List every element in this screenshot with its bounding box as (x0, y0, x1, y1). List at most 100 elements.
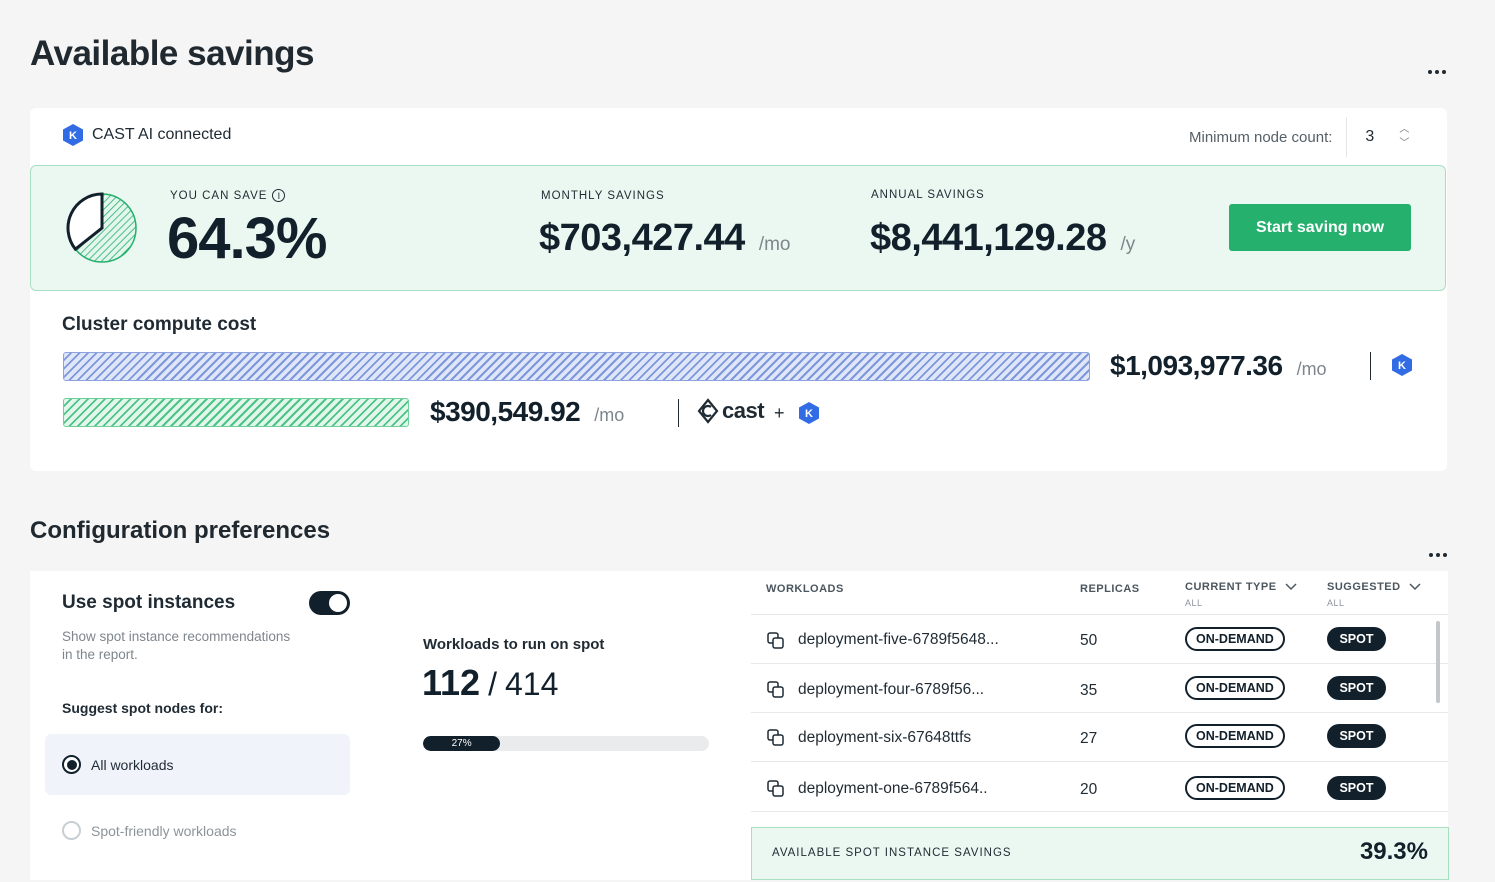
cast-logo: cast (697, 398, 765, 424)
spot-title: Use spot instances (62, 592, 236, 613)
table-row[interactable]: deployment-one-6789f564.. 20 ON-DEMAND S… (751, 761, 1448, 811)
suggested-type-badge: SPOT (1327, 724, 1386, 748)
svg-text:K: K (1398, 360, 1406, 372)
chevron-down-icon[interactable]: ﹀ (1399, 138, 1410, 149)
chevron-down-icon[interactable] (1409, 583, 1421, 591)
start-saving-button[interactable]: Start saving now (1229, 204, 1411, 251)
page-title: Available savings (30, 34, 314, 73)
kubernetes-icon: K (1391, 353, 1413, 377)
savings-percent: 64.3% (167, 206, 327, 271)
current-cost: $1,093,977.36 /mo (1110, 350, 1327, 382)
workloads-on-spot-label: Workloads to run on spot (423, 636, 605, 653)
option-spot-friendly[interactable]: Spot-friendly workloads (62, 821, 237, 840)
replica-count: 27 (1080, 730, 1098, 747)
you-can-save-label: YOU CAN SAVE i (170, 189, 286, 202)
workload-name: deployment-four-6789f56... (798, 681, 985, 698)
workload-name: deployment-five-6789f5648... (798, 631, 999, 648)
plus-sign: + (774, 403, 785, 423)
kubernetes-icon: K (798, 401, 820, 425)
min-node-input[interactable]: 3 (1365, 128, 1375, 145)
option-label: All workloads (91, 756, 174, 773)
copy-icon[interactable] (767, 681, 785, 699)
annual-unit: /y (1120, 234, 1136, 255)
monthly-savings: $703,427.44 /mo (539, 217, 791, 260)
dot-icon (1429, 553, 1433, 557)
optimized-cost-bar (63, 398, 409, 427)
col-suggested-label: SUGGESTED (1327, 581, 1401, 593)
suggest-label: Suggest spot nodes for: (62, 700, 223, 716)
workloads-count: 112 / 414 (422, 662, 558, 704)
workload-name: deployment-six-67648ttfs (798, 729, 972, 746)
spot-progress-bar: 27% (423, 736, 709, 751)
table-row[interactable]: deployment-six-67648ttfs 27 ON-DEMAND SP… (751, 712, 1448, 761)
more-options-button[interactable] (1425, 545, 1451, 565)
optimized-cost: $390,549.92 /mo (430, 396, 624, 428)
replica-count: 20 (1080, 781, 1098, 798)
col-current-type-label: CURRENT TYPE (1185, 581, 1277, 593)
min-node-count: Minimum node count: 3 ︿ ﹀ (1189, 117, 1409, 157)
progress-fill: 27% (423, 736, 501, 751)
option-label: Spot-friendly workloads (91, 822, 237, 839)
chevron-up-icon[interactable]: ︿ (1399, 124, 1410, 135)
radio-selected[interactable] (62, 755, 81, 774)
connection-status: K CAST AI connected (62, 123, 231, 147)
copy-icon[interactable] (767, 780, 785, 798)
workloads-on-spot-panel (366, 571, 751, 880)
current-cost-bar (63, 352, 1090, 381)
suggested-type-badge: SPOT (1327, 627, 1386, 651)
replica-count: 50 (1080, 632, 1098, 649)
table-scrollbar[interactable] (1436, 621, 1440, 703)
savings-banner (30, 165, 1446, 291)
col-replicas[interactable]: REPLICAS (1080, 583, 1140, 595)
copy-icon[interactable] (767, 632, 785, 650)
pie-cost-slice (66, 192, 104, 252)
cast-logo-text: cast (722, 398, 765, 423)
radio-unselected[interactable] (62, 821, 81, 840)
config-title: Configuration preferences (30, 517, 331, 544)
workloads-total: 414 (504, 666, 559, 702)
option-all-workloads[interactable]: All workloads (62, 755, 173, 774)
dot-icon (1435, 70, 1439, 74)
suggested-type-badge: SPOT (1327, 776, 1386, 800)
chevron-down-icon[interactable] (1285, 583, 1297, 591)
dot-icon (1428, 70, 1432, 74)
col-workloads: WORKLOADS (766, 583, 844, 595)
spot-savings-label: AVAILABLE SPOT INSTANCE SAVINGS (772, 847, 1012, 859)
col-suggested[interactable]: SUGGESTED (1327, 581, 1421, 593)
savings-pie-chart (66, 192, 137, 263)
monthly-savings-label: MONTHLY SAVINGS (541, 190, 665, 202)
divider (1370, 352, 1371, 380)
current-type-badge: ON-DEMAND (1185, 676, 1285, 700)
kubernetes-icon: K (62, 123, 84, 147)
divider (678, 399, 679, 427)
spot-savings-footer: AVAILABLE SPOT INSTANCE SAVINGS 39.3% (751, 827, 1449, 880)
current-type-badge: ON-DEMAND (1185, 724, 1285, 748)
annual-savings: $8,441,129.28 /y (870, 217, 1135, 260)
more-options-button[interactable] (1424, 62, 1450, 82)
col-suggested-filter: ALL (1327, 598, 1345, 608)
cast-logo-icon (697, 398, 719, 424)
table-row[interactable]: deployment-five-6789f5648... 50 ON-DEMAN… (751, 614, 1448, 663)
replica-count: 35 (1080, 682, 1098, 699)
table-row-partial (751, 811, 1448, 831)
dot-icon (1443, 553, 1447, 557)
col-current-type-filter: ALL (1185, 598, 1203, 608)
annual-savings-label: ANNUAL SAVINGS (871, 189, 985, 201)
monthly-savings-value: $703,427.44 (539, 217, 745, 259)
annual-savings-value: $8,441,129.28 (870, 217, 1107, 259)
table-row[interactable]: deployment-four-6789f56... 35 ON-DEMAND … (751, 663, 1448, 712)
divider (1346, 117, 1348, 157)
spot-settings-panel (30, 571, 366, 880)
copy-icon[interactable] (767, 729, 785, 747)
separator: / (488, 666, 497, 702)
col-current-type[interactable]: CURRENT TYPE (1185, 581, 1297, 593)
min-node-label: Minimum node count: (1189, 128, 1333, 146)
min-node-stepper[interactable]: ︿ ﹀ (1399, 125, 1409, 149)
dot-icon (1442, 70, 1446, 74)
info-icon[interactable]: i (272, 189, 286, 202)
workloads-spot-count: 112 (422, 662, 481, 703)
current-cost-unit: /mo (1296, 359, 1327, 379)
optimized-cost-unit: /mo (594, 405, 625, 425)
current-cost-value: $1,093,977.36 (1110, 350, 1283, 381)
spot-toggle[interactable] (309, 591, 350, 615)
